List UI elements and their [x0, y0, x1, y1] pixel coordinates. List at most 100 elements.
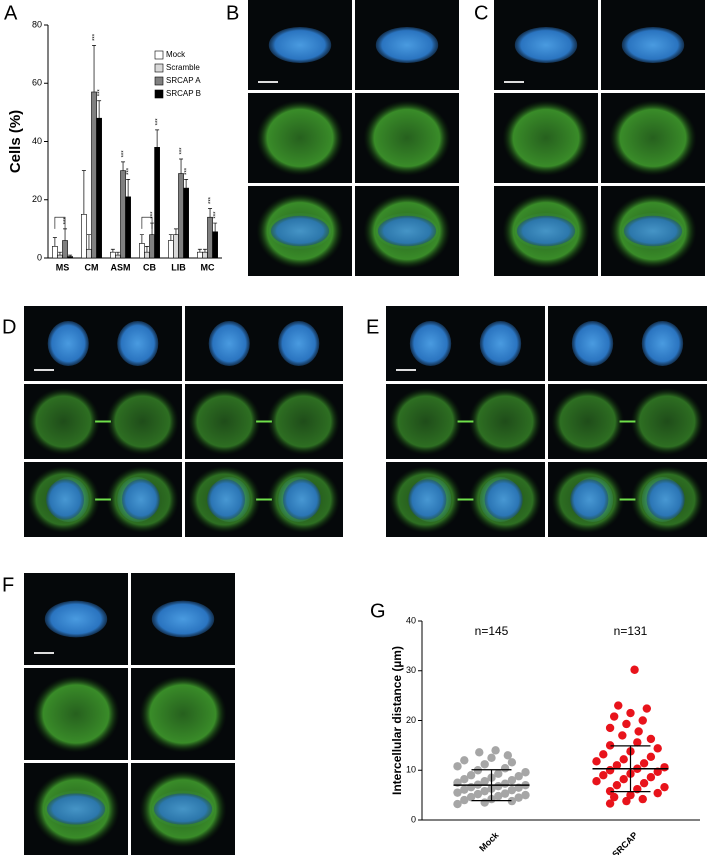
- y-tick-label: 10: [406, 765, 416, 775]
- x-tick-label: CB: [143, 262, 156, 272]
- bar: [178, 173, 184, 259]
- bar: [67, 256, 73, 259]
- significance-label: ***: [98, 89, 104, 97]
- data-point: [507, 785, 517, 795]
- data-point: [660, 782, 669, 792]
- nucleus: [117, 321, 159, 366]
- data-point: [521, 790, 530, 800]
- legend-label: SRCAP B: [166, 89, 201, 98]
- significance-label: ***: [122, 150, 128, 158]
- nucleus: [208, 321, 250, 366]
- data-point: [480, 760, 489, 769]
- data-point: [622, 796, 631, 806]
- bar: [183, 187, 189, 259]
- error-bar: [86, 234, 91, 250]
- y-tick-label: 60: [32, 78, 42, 88]
- data-point: [507, 796, 517, 806]
- nucleus: [408, 479, 447, 520]
- nucleus: [479, 321, 522, 366]
- tubulin: [551, 387, 625, 456]
- nucleus: [570, 479, 609, 520]
- data-point: [653, 788, 662, 798]
- bar: [168, 240, 174, 259]
- data-point: [453, 799, 462, 809]
- panel-label: B: [226, 2, 239, 24]
- nucleus: [375, 27, 439, 63]
- error-bar: [155, 129, 160, 148]
- data-point: [622, 719, 631, 729]
- data-point: [475, 748, 484, 757]
- annotation: n=131: [614, 624, 648, 638]
- nucleus: [278, 321, 320, 366]
- x-tick-label: ASM: [111, 262, 131, 272]
- panel-label: C: [474, 2, 488, 24]
- data-point: [487, 753, 496, 763]
- data-point: [460, 795, 469, 805]
- data-point: [639, 759, 649, 768]
- bar: [115, 254, 121, 259]
- bar: [120, 170, 126, 259]
- data-point: [605, 786, 615, 796]
- data-point: [630, 665, 639, 674]
- data-point: [646, 773, 656, 782]
- y-tick-label: 0: [37, 252, 42, 262]
- tubulin: [27, 387, 100, 456]
- data-point: [507, 776, 517, 785]
- tubulin: [363, 100, 451, 176]
- sd-whisker: [610, 745, 651, 793]
- nucleus: [514, 27, 578, 63]
- tubulin: [502, 100, 590, 176]
- error-bar: [97, 100, 102, 119]
- micrographs: [24, 0, 707, 855]
- data-point: [460, 775, 469, 784]
- data-point: [609, 712, 619, 721]
- nucleus: [623, 215, 683, 247]
- significance-label: ***: [127, 167, 133, 175]
- significance-label: ***: [180, 147, 186, 155]
- significance-label: ***: [64, 217, 70, 225]
- error-bar: [139, 234, 144, 244]
- error-bar: [144, 246, 149, 253]
- y-tick-label: 40: [406, 615, 416, 625]
- bar: [202, 251, 208, 259]
- data-point: [605, 741, 615, 750]
- data-point: [619, 775, 628, 784]
- data-point: [473, 789, 483, 799]
- y-axis-label: Intercellular distance (µm): [390, 646, 404, 795]
- bar: [207, 216, 213, 259]
- x-tick-label: SRCAP: [610, 830, 639, 855]
- data-point: [466, 792, 476, 802]
- error-bar: [168, 234, 173, 241]
- y-tick-label: 40: [32, 136, 42, 146]
- x-tick-label: CM: [85, 262, 99, 272]
- panel-label: F: [2, 574, 14, 596]
- error-bar: [202, 248, 207, 253]
- legend-label: SRCAP A: [166, 76, 201, 85]
- bar: [57, 254, 63, 259]
- y-tick-label: 20: [406, 715, 416, 725]
- data-point: [453, 762, 462, 771]
- data-point: [592, 776, 601, 786]
- nucleus: [153, 793, 213, 825]
- error-bar: [208, 208, 213, 218]
- bar: [52, 246, 58, 259]
- data-point: [480, 786, 489, 796]
- data-point: [660, 763, 669, 772]
- y-tick-label: 20: [32, 194, 42, 204]
- bar: [139, 243, 145, 259]
- nucleus: [641, 321, 684, 366]
- error-bar: [213, 222, 218, 232]
- significance-label: ***: [93, 33, 99, 41]
- nucleus: [270, 215, 330, 247]
- bar: [197, 251, 203, 259]
- error-bar: [179, 158, 184, 174]
- data-point: [639, 778, 649, 788]
- data-point: [514, 772, 523, 781]
- significance-label: ***: [214, 211, 220, 219]
- tubulin: [32, 675, 120, 753]
- data-point: [592, 757, 601, 766]
- tubulin: [139, 675, 227, 753]
- data-point: [500, 789, 510, 798]
- tubulin: [256, 100, 344, 176]
